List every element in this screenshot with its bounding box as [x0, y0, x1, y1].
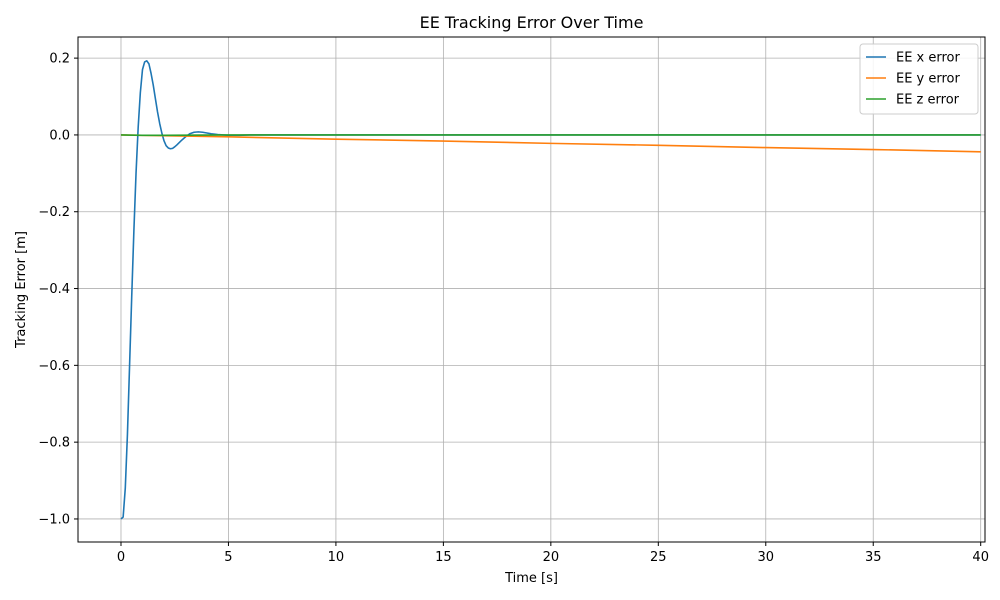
- x-axis-label: Time [s]: [504, 571, 558, 586]
- x-tick-label: 20: [543, 550, 560, 565]
- series-line-2: [120, 134, 981, 153]
- plot-lines: [120, 60, 981, 520]
- x-tick-label: 40: [972, 550, 989, 565]
- x-tick-label: 10: [328, 550, 345, 565]
- y-tick-label: −0.8: [38, 436, 70, 451]
- plot-frame: [77, 36, 986, 543]
- y-tick-label: −1.0: [38, 512, 70, 527]
- y-tick-label: 0.2: [49, 52, 70, 67]
- x-tick-label: 30: [757, 550, 774, 565]
- legend-entry-label: EE z error: [896, 93, 960, 108]
- grid: [78, 37, 985, 542]
- chart-title: EE Tracking Error Over Time: [420, 13, 644, 32]
- y-tick-label: −0.6: [38, 359, 70, 374]
- x-tick-label: 5: [224, 550, 232, 565]
- legend-entry-label: EE x error: [896, 51, 961, 66]
- x-tick-label: 25: [650, 550, 667, 565]
- legend-box: [859, 43, 979, 115]
- y-axis-label: Tracking Error [m]: [14, 231, 29, 349]
- axis-ticks: 0 5 10 15 20 25 30 35 40 −1.0 −0.8 −0.6 −0.4 −0.2 0.0 0…: [38, 52, 989, 565]
- y-tick-label: −0.2: [38, 205, 70, 220]
- y-tick-label: −0.4: [38, 282, 70, 297]
- x-tick-label: 15: [435, 550, 452, 565]
- x-tick-label: 0: [117, 550, 125, 565]
- legend: EE x error EE y error EE z error: [859, 43, 979, 115]
- y-tick-label: 0.0: [49, 128, 70, 143]
- legend-entry-label: EE y error: [896, 72, 961, 87]
- x-tick-label: 35: [865, 550, 882, 565]
